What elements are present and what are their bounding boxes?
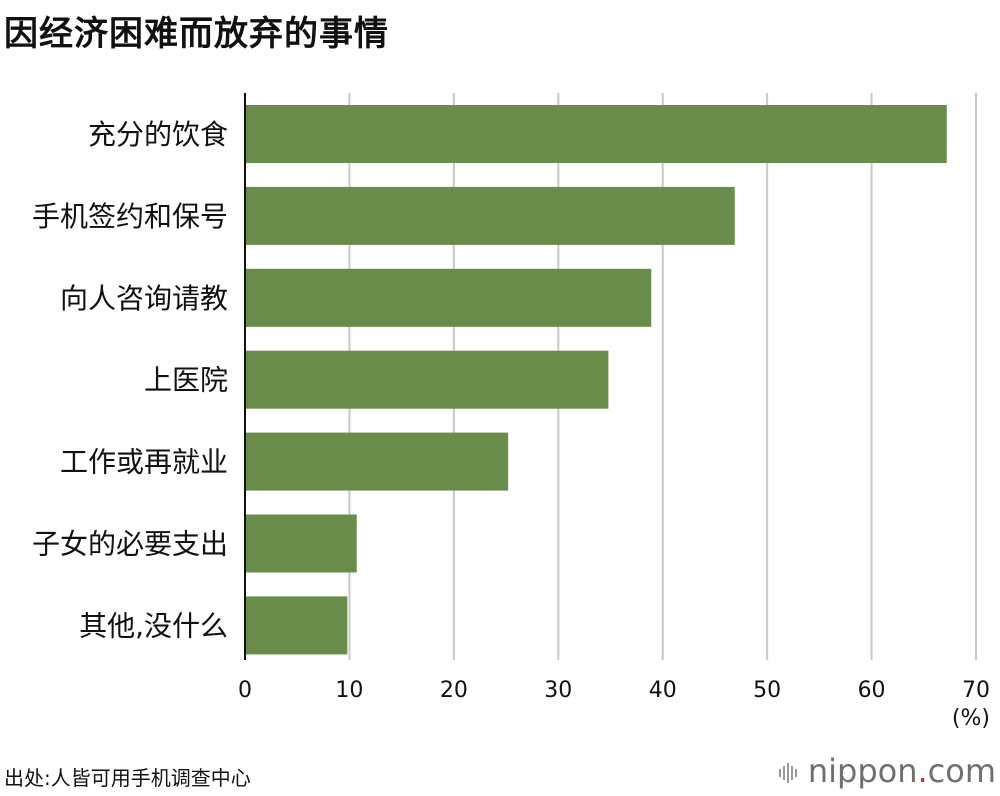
x-tick-label: 60: [858, 678, 886, 703]
x-tick-label: 10: [335, 678, 363, 703]
chart-title: 因经济困难而放弃的事情: [4, 14, 389, 54]
bar-chart: 0 10 20 30 40 50 60 70 充分的饮食手机签约和保号向人咨询请教上医院工作或再…: [32, 93, 990, 731]
x-tick-label: 20: [440, 678, 468, 703]
sound-wave-icon: [778, 763, 797, 783]
bar: [245, 268, 652, 327]
category-label: 子女的必要支出: [32, 528, 228, 561]
source-note: 出处:人皆可用手机调查中心: [4, 766, 251, 790]
bar: [245, 105, 947, 163]
x-tick-label: 50: [753, 678, 781, 703]
x-tick-label: 40: [649, 678, 677, 703]
category-label: 工作或再就业: [60, 446, 228, 479]
x-tick-label: 30: [544, 678, 572, 703]
bar: [245, 596, 348, 655]
bar: [245, 350, 609, 409]
x-tick-label: 70: [962, 678, 990, 703]
category-label: 手机签约和保号: [32, 200, 228, 233]
category-label: 向人咨询请教: [60, 282, 228, 315]
category-label: 其他,没什么: [79, 609, 228, 642]
bar: [245, 186, 735, 245]
brand-name: nippon: [807, 752, 918, 790]
x-tick-label: 0: [238, 678, 252, 703]
brand-tld: com: [927, 752, 996, 790]
x-unit-label: (%): [952, 706, 990, 731]
category-label: 充分的饮食: [88, 118, 228, 151]
bar: [245, 432, 509, 491]
brand-logo: nippon.com: [778, 752, 996, 790]
brand-dot: .: [917, 752, 928, 790]
category-label: 上医院: [144, 364, 228, 397]
bar: [245, 514, 357, 573]
